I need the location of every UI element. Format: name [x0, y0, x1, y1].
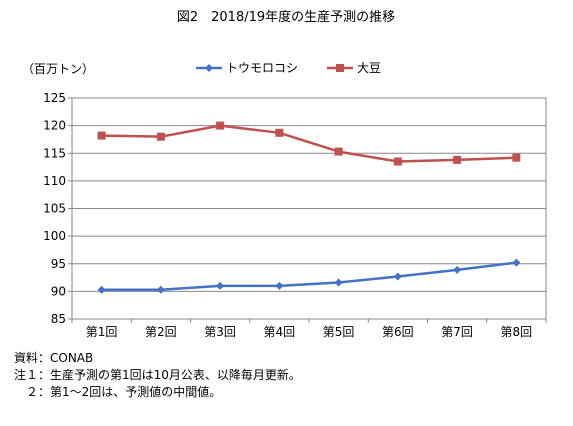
- x-tick-label: 第4回: [264, 325, 296, 339]
- data-point: [334, 278, 343, 287]
- plot-area: 85 90 95 100 105 110 115 120 125 第1回 第2回 第3回 第4回 第5回 第…: [43, 91, 547, 339]
- data-point: [453, 155, 462, 164]
- data-point: [393, 272, 402, 281]
- legend-label: 大豆: [357, 61, 381, 75]
- data-point: [156, 132, 165, 141]
- y-tick-label: 105: [43, 202, 66, 216]
- data-point: [216, 121, 225, 130]
- footnote-1: 注１：生産予測の第1回は10月公表、以降毎月更新。: [14, 368, 301, 382]
- footnote-2: ２：第1～2回は、予測値の中間値。: [14, 385, 222, 399]
- data-point: [512, 153, 521, 162]
- data-point: [216, 281, 225, 290]
- y-tick-label: 95: [51, 257, 66, 271]
- x-tick-label: 第5回: [323, 325, 355, 339]
- y-tick-label: 100: [43, 229, 66, 243]
- x-tick-label: 第6回: [382, 325, 414, 339]
- chart-title: 図2 2018/19年度の生産予測の推移: [177, 9, 395, 25]
- data-point: [97, 131, 106, 140]
- x-tick-label: 第7回: [441, 325, 473, 339]
- x-tick-label: 第3回: [204, 325, 236, 339]
- production-forecast-chart: 図2 2018/19年度の生産予測の推移 （百万トン） トウモロコシ 大豆 85 9…: [22, 9, 547, 339]
- legend-label: トウモロコシ: [226, 61, 298, 75]
- data-point: [275, 128, 284, 137]
- x-tick-label: 第8回: [501, 325, 533, 339]
- y-tick-label: 120: [43, 119, 66, 133]
- data-point: [512, 258, 521, 267]
- y-tick-label: 125: [43, 91, 66, 105]
- series-line: [101, 261, 517, 291]
- data-point: [275, 281, 284, 290]
- y-tick-label: 110: [43, 174, 66, 188]
- x-tick-label: 第1回: [86, 325, 118, 339]
- data-point: [453, 265, 462, 274]
- y-axis-unit-label: （百万トン）: [22, 62, 94, 76]
- y-tick-label: 115: [43, 146, 66, 160]
- legend-marker: [205, 64, 213, 72]
- chart-notes: 資料：CONAB 注１：生産予測の第1回は10月公表、以降毎月更新。 ２：第1～…: [14, 350, 301, 401]
- data-point: [156, 285, 165, 294]
- data-point: [334, 147, 343, 156]
- data-point: [97, 285, 106, 294]
- legend-marker: [336, 64, 344, 72]
- source-note: 資料：CONAB: [14, 351, 94, 365]
- y-tick-label: 90: [51, 284, 66, 298]
- series-line: [101, 124, 517, 163]
- data-point: [393, 157, 402, 166]
- chart-legend: トウモロコシ 大豆: [196, 61, 381, 75]
- x-tick-label: 第2回: [145, 325, 177, 339]
- y-tick-label: 85: [51, 312, 66, 326]
